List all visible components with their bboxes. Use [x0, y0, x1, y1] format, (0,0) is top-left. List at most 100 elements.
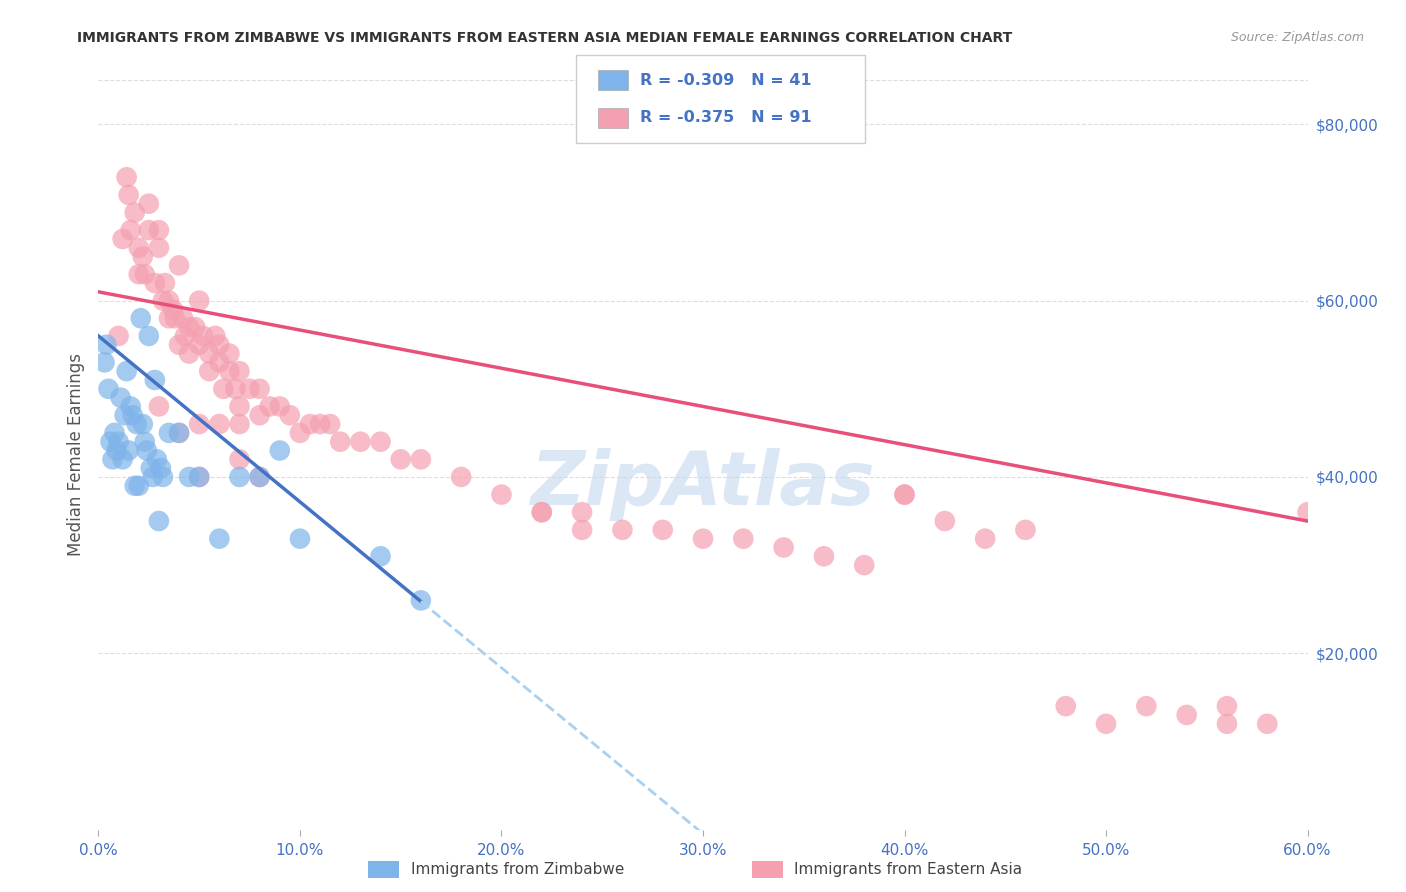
Point [319, 417, 342, 431]
Point [184, 320, 207, 334]
Point [188, 417, 211, 431]
Y-axis label: Median Female Earnings: Median Female Earnings [66, 353, 84, 557]
Point [167, 337, 190, 351]
Point [853, 558, 876, 573]
Point [370, 434, 392, 449]
Point [121, 409, 143, 423]
Text: R = -0.309   N = 41: R = -0.309 N = 41 [640, 73, 811, 87]
Point [208, 337, 231, 351]
Point [128, 479, 150, 493]
Point [129, 311, 152, 326]
Point [143, 276, 166, 290]
Point [188, 470, 211, 484]
Point [179, 346, 201, 360]
Point [110, 391, 132, 405]
Point [193, 329, 215, 343]
Point [157, 311, 180, 326]
Point [349, 434, 371, 449]
Point [135, 443, 157, 458]
Point [120, 400, 142, 414]
Point [157, 293, 180, 308]
Point [228, 364, 250, 378]
Point [138, 329, 160, 343]
Point [228, 400, 250, 414]
Text: Immigrants from Eastern Asia: Immigrants from Eastern Asia [794, 862, 1022, 877]
Point [179, 320, 201, 334]
Point [218, 364, 240, 378]
Point [162, 302, 184, 317]
Point [188, 470, 211, 484]
Point [409, 452, 432, 467]
Point [692, 532, 714, 546]
Point [107, 329, 129, 343]
Point [96, 337, 118, 351]
Point [134, 267, 156, 281]
Point [93, 355, 115, 369]
Point [208, 355, 231, 369]
Point [450, 470, 472, 484]
Point [139, 461, 162, 475]
Point [288, 532, 311, 546]
Point [218, 346, 240, 360]
Point [124, 479, 146, 493]
Point [146, 452, 169, 467]
Point [1175, 708, 1198, 723]
Point [208, 417, 231, 431]
Point [114, 409, 136, 423]
Point [118, 443, 141, 458]
Point [651, 523, 673, 537]
Point [120, 223, 142, 237]
Point [157, 425, 180, 440]
Point [1095, 716, 1118, 731]
Point [105, 443, 128, 458]
Point [148, 514, 170, 528]
Point [103, 425, 125, 440]
Point [174, 329, 197, 343]
Point [228, 452, 250, 467]
Point [179, 470, 201, 484]
Point [118, 187, 141, 202]
Point [239, 382, 262, 396]
Point [370, 549, 392, 564]
Point [733, 532, 755, 546]
Point [1296, 505, 1319, 519]
Point [100, 434, 122, 449]
Point [128, 241, 150, 255]
Point [249, 470, 271, 484]
Point [167, 425, 190, 440]
Point [389, 452, 412, 467]
Point [107, 434, 129, 449]
Text: Immigrants from Zimbabwe: Immigrants from Zimbabwe [411, 862, 624, 877]
Point [1135, 699, 1157, 714]
Point [163, 311, 186, 326]
Point [148, 241, 170, 255]
Point [249, 409, 271, 423]
Point [974, 532, 997, 546]
Point [212, 382, 235, 396]
Point [172, 311, 194, 326]
Text: R = -0.375   N = 91: R = -0.375 N = 91 [640, 111, 811, 125]
Point [152, 470, 174, 484]
Point [1256, 716, 1278, 731]
Text: IMMIGRANTS FROM ZIMBABWE VS IMMIGRANTS FROM EASTERN ASIA MEDIAN FEMALE EARNINGS : IMMIGRANTS FROM ZIMBABWE VS IMMIGRANTS F… [77, 31, 1012, 45]
Point [111, 452, 134, 467]
Point [269, 443, 291, 458]
Point [138, 223, 160, 237]
Point [329, 434, 352, 449]
Point [612, 523, 634, 537]
Point [1216, 699, 1239, 714]
Point [167, 259, 190, 273]
Point [143, 373, 166, 387]
Point [188, 293, 211, 308]
Point [132, 250, 155, 264]
Point [115, 364, 138, 378]
Point [309, 417, 332, 431]
Point [153, 276, 176, 290]
Point [772, 541, 794, 555]
Point [138, 196, 160, 211]
Point [198, 364, 221, 378]
Point [198, 346, 221, 360]
Point [152, 293, 174, 308]
Point [571, 523, 593, 537]
Point [204, 329, 226, 343]
